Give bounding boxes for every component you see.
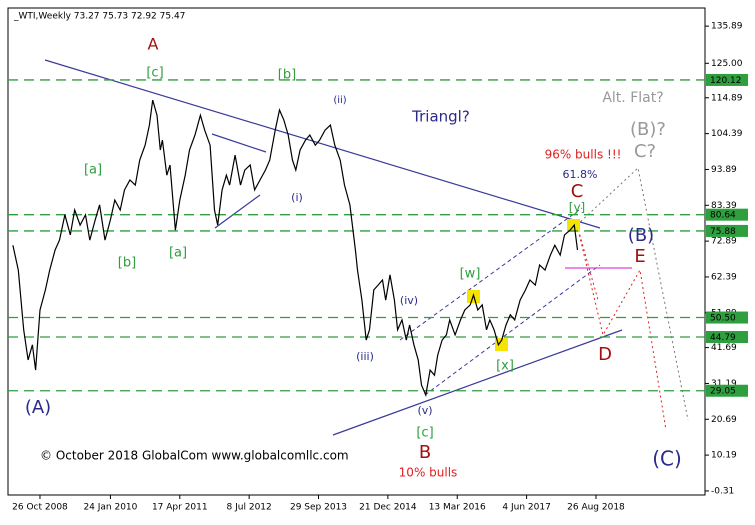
y-tick-label: 104.39: [711, 129, 743, 139]
level-box: [706, 224, 748, 237]
level-label: 50.50: [710, 314, 736, 324]
marker: [495, 338, 508, 351]
y-tick-label: 114.89: [711, 93, 743, 103]
x-tick-label: 21 Dec 2014: [359, 503, 417, 513]
x-tick-label: 8 Jul 2012: [227, 503, 272, 513]
y-tick-label: 10.19: [711, 451, 737, 461]
wave-label: (B): [628, 225, 654, 246]
level-label: 44.79: [710, 333, 736, 343]
wave-label: [b]: [118, 256, 136, 271]
y-tick-label: -0.31: [711, 486, 734, 496]
trend-line: [214, 194, 261, 229]
wave-label: [a]: [169, 246, 187, 261]
wave-label: © October 2018 GlobalCom www.globalcomll…: [40, 449, 349, 463]
wave-label: B: [419, 442, 431, 463]
x-tick-label: 4 Jun 2017: [502, 503, 550, 513]
wave-label: Alt. Flat?: [602, 90, 663, 106]
chart-title: _WTI,Weekly 73.27 75.73 72.92 75.47: [13, 12, 185, 22]
level-label: 75.88: [710, 227, 736, 237]
y-tick-label: 93.89: [711, 165, 737, 175]
level-box: [706, 384, 748, 397]
wave-label: C?: [634, 141, 656, 162]
trend-line: [44, 59, 601, 229]
y-tick-label: 31.19: [711, 379, 737, 389]
wave-label: (B)?: [630, 119, 666, 140]
wave-label: E: [634, 246, 645, 267]
wave-label: (A): [25, 397, 51, 418]
level-box: [706, 311, 748, 324]
wave-label: D: [598, 344, 612, 365]
wave-label: [c]: [146, 66, 163, 81]
wave-label: (C): [652, 447, 682, 471]
wave-label: A: [148, 35, 159, 54]
price-line: [12, 99, 579, 398]
wave-label: [b]: [278, 68, 296, 83]
y-tick-label: 62.39: [711, 272, 737, 282]
level-label: 80.64: [710, 211, 736, 221]
wave-label: (i): [291, 191, 303, 204]
level-label: 29.05: [710, 387, 736, 397]
x-tick-label: 26 Aug 2018: [567, 503, 625, 513]
y-tick-label: 20.69: [711, 415, 737, 425]
wave-label: 10% bulls: [399, 466, 458, 480]
plot-frame: [7, 7, 706, 496]
y-tick-label: 41.69: [711, 343, 737, 353]
x-tick-label: 26 Oct 2008: [12, 503, 68, 513]
level-box: [706, 208, 748, 221]
trend-line: [211, 133, 267, 153]
trend-line: [332, 329, 623, 436]
wave-label: [c]: [416, 426, 433, 441]
level-label: 120.12: [710, 76, 742, 86]
level-box: [706, 73, 748, 86]
wave-label: [x]: [496, 359, 514, 374]
y-tick-label: 135.89: [711, 22, 743, 32]
y-tick-label: 83.39: [711, 201, 737, 211]
wave-label: 61.8%: [563, 168, 598, 181]
wave-label: C: [571, 181, 584, 202]
wave-label: (ii): [333, 95, 346, 106]
x-tick-label: 13 Mar 2016: [429, 503, 486, 513]
x-tick-label: 24 Jan 2010: [83, 503, 137, 513]
wave-label: [a]: [84, 163, 102, 178]
y-tick-label: 125.00: [711, 59, 743, 69]
wave-label: (iii): [356, 350, 374, 363]
wave-label: 96% bulls !!!: [545, 148, 622, 162]
wave-label: (v): [417, 404, 432, 417]
wave-label: (iv): [400, 294, 418, 307]
wave-label: Triangl?: [411, 108, 470, 126]
x-tick-label: 17 Apr 2011: [152, 503, 208, 513]
channel-line: [424, 264, 601, 396]
projection: [576, 224, 667, 431]
level-box: [706, 331, 748, 344]
wave-label: [w]: [460, 267, 481, 282]
y-tick-label: 72.89: [711, 237, 737, 247]
x-tick-label: 29 Sep 2013: [290, 503, 347, 513]
wave-label: [y]: [569, 201, 585, 215]
